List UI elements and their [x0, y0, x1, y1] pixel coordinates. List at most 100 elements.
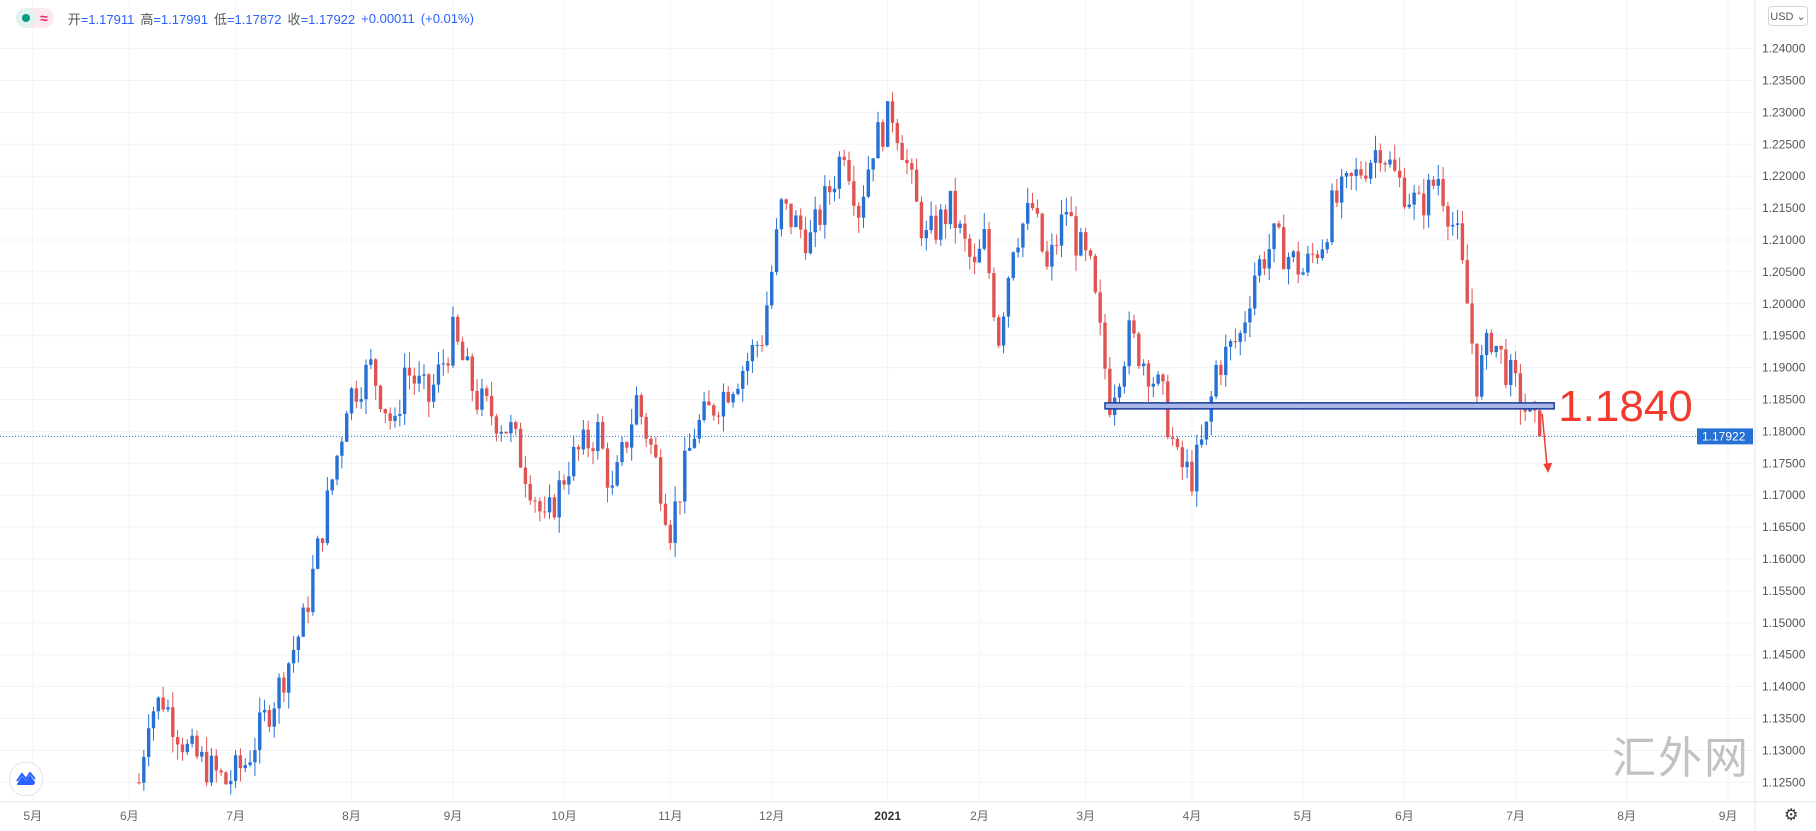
tradingview-logo[interactable] [9, 762, 43, 796]
candle [1451, 211, 1455, 236]
candle [214, 749, 218, 783]
candle-body [456, 316, 460, 342]
candle-body [1088, 250, 1093, 256]
candle [1460, 211, 1465, 264]
currency-dropdown[interactable]: USD ⌄ [1768, 6, 1808, 26]
candle [629, 408, 634, 461]
candle-body [1199, 439, 1204, 445]
candle-body [1484, 332, 1489, 356]
price-axis[interactable]: 1.24000 1.23500 1.23000 1.22500 1.22000 1.215… [1762, 42, 1806, 790]
candle-body [142, 757, 146, 783]
high-value: =1.17991 [153, 11, 208, 27]
candle [1286, 252, 1291, 285]
candle-body [137, 782, 141, 784]
candle-body [224, 772, 228, 785]
candle-body [813, 209, 817, 233]
candle-body [866, 169, 871, 197]
candle-body [1339, 176, 1344, 203]
candle-body [1262, 259, 1267, 269]
candle-body [1127, 320, 1131, 367]
candle-body [1282, 227, 1286, 270]
candle-body [567, 476, 571, 485]
candle-body [1040, 213, 1044, 252]
settings-gear-icon[interactable]: ⚙ [1784, 807, 1799, 824]
candle [340, 437, 344, 469]
time-tick-label: 3月 [1076, 809, 1095, 823]
candle [1209, 391, 1213, 436]
candle-body [1064, 212, 1069, 215]
annotations[interactable]: 1.1840 [1104, 382, 1693, 473]
candle-body [1291, 251, 1296, 258]
candle-body [1035, 208, 1040, 214]
candle [895, 118, 900, 151]
support-zone-rectangle[interactable] [1104, 402, 1555, 410]
price-tick-label: 1.16000 [1762, 552, 1806, 566]
price-tick-label: 1.14000 [1762, 680, 1806, 694]
price-tick-label: 1.19500 [1762, 329, 1806, 343]
candle [1378, 143, 1383, 172]
candle-body [485, 388, 489, 396]
price-tick-label: 1.21000 [1762, 233, 1806, 247]
candle [1480, 345, 1484, 400]
candle-body [736, 388, 740, 394]
candle-body [779, 199, 784, 230]
candle [837, 151, 842, 199]
candle [1122, 361, 1127, 394]
candle [180, 737, 185, 761]
candle [716, 411, 721, 425]
candle-body [1185, 461, 1189, 468]
close-value: =1.17922 [300, 11, 356, 27]
candle-body [678, 501, 682, 503]
candle [335, 454, 339, 486]
candle [267, 704, 272, 733]
candle [1127, 311, 1131, 375]
candle [943, 204, 948, 239]
candle-body [885, 101, 890, 147]
candle-body [861, 196, 866, 218]
candle [258, 697, 262, 764]
candle-body [823, 186, 827, 225]
candle [958, 220, 962, 234]
candle-body [1001, 316, 1006, 346]
candle [1393, 144, 1397, 173]
price-tick-label: 1.18000 [1762, 424, 1806, 438]
candle [204, 737, 209, 787]
candle [736, 383, 740, 396]
candle-body [881, 122, 885, 147]
candle [137, 773, 141, 785]
symbol-status-pill[interactable]: ≈ [16, 8, 54, 28]
candle-body [1055, 244, 1059, 246]
candle [1436, 165, 1440, 196]
candle [1195, 434, 1199, 507]
candle [514, 420, 518, 436]
candle [248, 750, 252, 768]
candle [480, 378, 484, 417]
candle [1190, 450, 1194, 496]
candle-body [895, 122, 900, 143]
candle [1325, 238, 1329, 254]
candle [953, 177, 957, 244]
time-tick-label: 4月 [1183, 809, 1202, 823]
candle-body [1388, 159, 1392, 165]
candles [137, 92, 1542, 795]
candle-body [683, 450, 687, 502]
candle-body [1083, 232, 1088, 251]
candle-body [808, 232, 813, 254]
candle-body [576, 446, 581, 450]
candle-body [320, 538, 325, 544]
candle [262, 699, 267, 722]
candle [344, 410, 349, 442]
candle [1098, 279, 1102, 336]
candle-body [219, 770, 223, 773]
candle [1349, 172, 1354, 191]
candle [818, 204, 822, 232]
time-axis[interactable]: 5月 6月 7月 8月 9月 10月 11月 12月 2021 2月 3月 4月 5月 6月 7月 8月 9月 [23, 809, 1737, 823]
candle [779, 197, 784, 237]
candle-body [1021, 223, 1025, 248]
candle [166, 699, 170, 713]
candle-body [359, 399, 363, 402]
candle-body [972, 256, 977, 263]
candle [1494, 345, 1498, 358]
candle [1035, 199, 1040, 218]
